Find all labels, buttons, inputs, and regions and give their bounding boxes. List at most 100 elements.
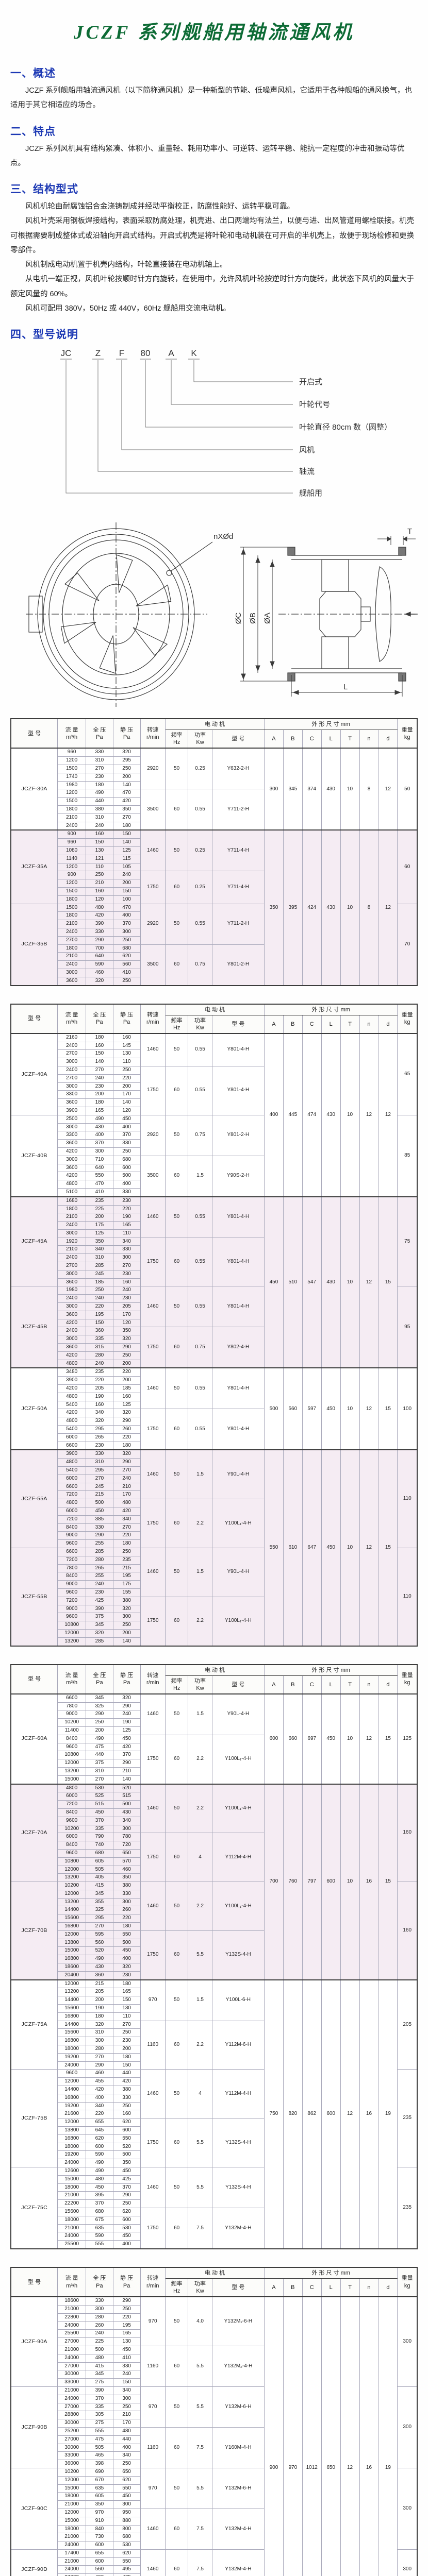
dim-cell-A: 300 — [264, 748, 284, 831]
dim-cell-T: 12 — [340, 2296, 360, 2576]
static-pressure-cell: 160 — [112, 1032, 141, 1042]
weight-cell: 110 — [397, 1547, 418, 1647]
dim-cell-B: 445 — [283, 1032, 303, 1197]
flow-cell: 4800 — [57, 1458, 87, 1467]
weight-cell: 300 — [397, 2386, 418, 2468]
section-body-features: JCZF 系列风机具有结构紧凑、体积小、重量轻、耗用功率小、可逆转、运转平稳、能… — [10, 142, 418, 171]
static-pressure-cell: 290 — [112, 1343, 141, 1352]
total-pressure-cell: 265 — [86, 1564, 113, 1573]
total-pressure-cell: 390 — [86, 920, 113, 928]
static-pressure-cell: 140 — [112, 781, 141, 790]
total-pressure-cell: 375 — [86, 1759, 113, 1768]
header-dim-A: A — [264, 730, 284, 749]
static-pressure-cell: 270 — [112, 1262, 141, 1270]
header-dim-n: n — [359, 1675, 379, 1694]
power-cell: 0.55 — [188, 1367, 212, 1410]
total-pressure-cell: 150 — [86, 1318, 113, 1328]
flow-cell: 4200 — [57, 1351, 87, 1360]
model-cell: JCZF-30A — [10, 748, 58, 831]
total-pressure-cell: 370 — [86, 1139, 113, 1148]
header-dims-group: 外 形 尺 寸 mm — [264, 1664, 398, 1676]
total-pressure-cell: 250 — [86, 871, 113, 880]
power-cell: 0.55 — [188, 1409, 212, 1450]
flow-cell: 13200 — [57, 1767, 87, 1776]
static-pressure-cell: 230 — [112, 1294, 141, 1303]
total-pressure-cell: 645 — [86, 2126, 113, 2135]
total-pressure-cell: 190 — [86, 2004, 113, 2013]
flow-cell: 6600 — [57, 1482, 87, 1492]
rpm-cell: 1160 — [140, 2345, 166, 2387]
flow-cell: 2700 — [57, 1262, 87, 1270]
static-pressure-cell: 515 — [112, 1792, 141, 1801]
static-pressure-cell: 240 — [112, 1474, 141, 1483]
flow-cell: 16800 — [57, 2134, 87, 2143]
header-dim-L: L — [321, 1675, 341, 1694]
total-pressure-cell: 970 — [86, 2508, 113, 2517]
static-pressure-cell: 370 — [112, 1131, 141, 1140]
header-model: 型 号 — [10, 1664, 58, 1694]
flow-cell: 2100 — [57, 920, 87, 928]
total-pressure-cell: 340 — [86, 1245, 113, 1255]
motor-model-cell: Y132M-6-H — [211, 2467, 265, 2509]
dim-cell-A: 350 — [264, 829, 284, 986]
header-power: 功率 Kw — [188, 1675, 212, 1694]
static-pressure-cell: 190 — [112, 1213, 141, 1222]
dim-cell-L: 430 — [321, 1032, 341, 1197]
header-weight: 重量 kg — [397, 2267, 418, 2297]
dim-cell-C: 697 — [302, 1693, 322, 1785]
dim-cell-T: 10 — [340, 1783, 360, 1980]
total-pressure-cell: 490 — [86, 1734, 113, 1743]
total-pressure-cell: 315 — [86, 1343, 113, 1352]
total-pressure-cell: 320 — [86, 976, 113, 986]
total-pressure-cell: 180 — [86, 2012, 113, 2021]
total-pressure-cell: 235 — [86, 1196, 113, 1206]
flow-cell: 24000 — [57, 2061, 87, 2070]
motor-model-cell: Y711-4-H — [211, 871, 265, 904]
power-cell: 2.2 — [188, 1734, 212, 1785]
freq-cell: 60 — [165, 2345, 189, 2387]
rpm-cell: 1750 — [140, 2207, 166, 2249]
static-pressure-cell: 155 — [112, 1588, 141, 1597]
total-pressure-cell: 255 — [86, 1539, 113, 1548]
dim-cell-C: 797 — [302, 1783, 322, 1980]
flow-cell: 21000 — [57, 2191, 87, 2200]
static-pressure-cell: 235 — [112, 1555, 141, 1565]
power-cell: 0.55 — [188, 1065, 212, 1115]
flow-cell: 1200 — [57, 756, 87, 766]
static-pressure-cell: 250 — [112, 2304, 141, 2314]
static-pressure-cell: 125 — [112, 1726, 141, 1735]
flow-cell: 9600 — [57, 1816, 87, 1825]
flow-cell: 3000 — [57, 1155, 87, 1164]
static-pressure-cell: 125 — [112, 846, 141, 855]
flow-cell: 4200 — [57, 1147, 87, 1156]
flow-cell: 14400 — [57, 1906, 87, 1915]
static-pressure-cell: 150 — [112, 1996, 141, 2005]
freq-cell: 60 — [165, 1237, 189, 1287]
motor-model-cell: Y132M-4-H — [211, 2508, 265, 2550]
total-pressure-cell: 425 — [86, 1596, 113, 1605]
motor-model-cell: Y132S-4-H — [211, 2118, 265, 2167]
static-pressure-cell: 620 — [112, 2207, 141, 2216]
power-cell: 2.2 — [188, 1882, 212, 1931]
flow-cell: 3900 — [57, 1376, 87, 1385]
total-pressure-cell: 600 — [86, 2142, 113, 2151]
total-pressure-cell: 235 — [86, 1367, 113, 1377]
total-pressure-cell: 200 — [86, 1090, 113, 1099]
static-pressure-cell: 340 — [112, 1237, 141, 1246]
flow-cell: 7800 — [57, 1702, 87, 1711]
static-pressure-cell: 180 — [112, 1539, 141, 1548]
header-dim-B: B — [283, 1014, 303, 1034]
total-pressure-cell: 160 — [86, 1041, 113, 1050]
total-pressure-cell: 350 — [86, 1237, 113, 1246]
dim-cell-T: 10 — [340, 1032, 360, 1197]
flow-cell: 16800 — [57, 2037, 87, 2046]
static-pressure-cell: 340 — [112, 1515, 141, 1524]
model-cell: JCZF-35A — [10, 829, 58, 904]
total-pressure-cell: 370 — [86, 1816, 113, 1825]
total-pressure-cell: 335 — [86, 1824, 113, 1834]
model-cell: JCZF-75C — [10, 2166, 58, 2249]
total-pressure-cell: 590 — [86, 2150, 113, 2160]
rpm-cell: 1460 — [140, 1449, 166, 1500]
total-pressure-cell: 360 — [86, 1971, 113, 1980]
flow-cell: 19200 — [57, 2053, 87, 2062]
